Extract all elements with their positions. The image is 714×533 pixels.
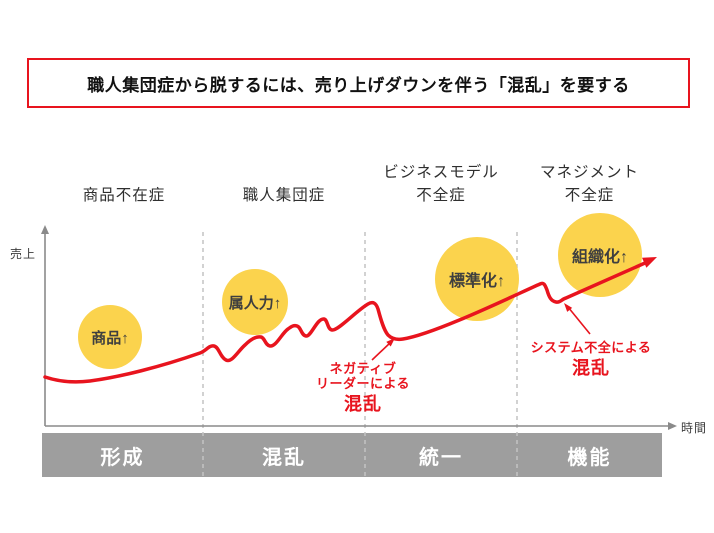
annotation-line: リーダーによる bbox=[315, 376, 411, 391]
stage-label-business-model: ビジネスモデル 不全症 bbox=[365, 161, 517, 207]
phase-cell-performing: 機能 bbox=[567, 446, 612, 469]
phase-bar: 形成 混乱 統一 機能 bbox=[42, 433, 662, 477]
annotation-arrowhead-2-icon bbox=[564, 303, 573, 312]
phase-cell-forming: 形成 bbox=[100, 446, 145, 469]
bubble-product: 商品↑ bbox=[78, 305, 142, 369]
annotation-emphasis: 混乱 bbox=[572, 358, 610, 378]
curve-arrowhead-icon bbox=[642, 257, 657, 268]
x-axis-arrow-icon bbox=[668, 422, 677, 430]
bubble-personal-skill: 属人力↑ bbox=[222, 269, 288, 335]
stage-label-shokunin-shuudan: 職人集団症 bbox=[203, 161, 365, 207]
bubble-organization: 組織化↑ bbox=[558, 213, 642, 297]
phase-cell-norming: 統一 bbox=[419, 446, 463, 469]
stage-label-line: 不全症 bbox=[564, 187, 615, 204]
stage-label-management: マネジメント 不全症 bbox=[517, 161, 662, 207]
phase-cell-storming: 混乱 bbox=[262, 446, 306, 469]
bubble-label: 商品↑ bbox=[91, 329, 129, 347]
bubble-label: 組織化↑ bbox=[571, 249, 628, 266]
annotation-system-failure: システム不全による 混乱 bbox=[515, 340, 667, 379]
bubble-label: 標準化↑ bbox=[448, 273, 505, 290]
time-axis-label: 時間 bbox=[681, 421, 708, 435]
y-axis-arrow-icon bbox=[41, 225, 49, 234]
annotation-arrow-2 bbox=[567, 306, 591, 335]
title-text: 職人集団症から脱するには、売り上げダウンを伴う「混乱」を要する bbox=[87, 75, 630, 95]
stage-label-shouhin-fuzai: 商品不在症 bbox=[45, 161, 203, 207]
annotation-line: ネガティブ bbox=[329, 361, 397, 376]
sales-axis-label: 売上 bbox=[10, 247, 37, 261]
stage-label-line: ビジネスモデル bbox=[383, 164, 499, 181]
title-banner: 職人集団症から脱するには、売り上げダウンを伴う「混乱」を要する bbox=[27, 58, 690, 108]
bubble-label: 属人力↑ bbox=[228, 294, 282, 312]
annotation-line: システム不全による bbox=[530, 340, 652, 355]
bubble-standardization: 標準化↑ bbox=[435, 237, 519, 321]
annotation-arrow-1 bbox=[371, 341, 392, 361]
annotation-negative-leader: ネガティブ リーダーによる 混乱 bbox=[307, 361, 419, 415]
annotation-emphasis: 混乱 bbox=[344, 394, 382, 414]
stage-label-line: マネジメント bbox=[539, 164, 639, 181]
stage-label-line: 職人集団症 bbox=[242, 187, 326, 204]
stage-label-line: 商品不在症 bbox=[82, 187, 166, 204]
annotation-arrowhead-1-icon bbox=[386, 338, 395, 347]
stage-label-line: 不全症 bbox=[416, 187, 466, 204]
